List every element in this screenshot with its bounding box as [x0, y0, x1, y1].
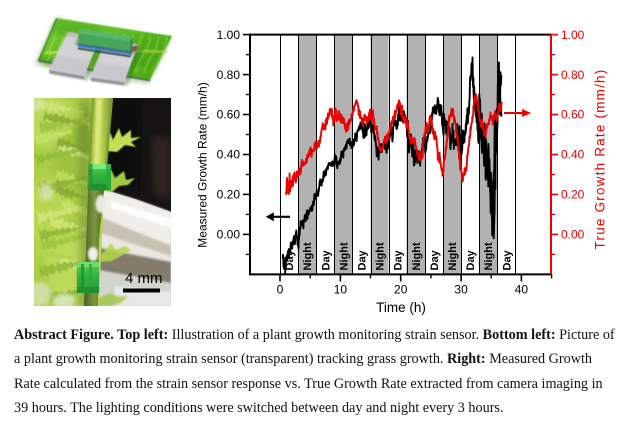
svg-text:4 mm: 4 mm [125, 270, 163, 287]
svg-text:Night: Night [483, 242, 495, 270]
svg-text:Day: Day [429, 249, 441, 270]
svg-text:30: 30 [454, 282, 468, 296]
svg-text:True Growth Rate (mm/h): True Growth Rate (mm/h) [593, 69, 608, 250]
svg-text:Day: Day [465, 249, 477, 270]
svg-text:0.20: 0.20 [217, 188, 241, 202]
svg-text:Night: Night [338, 242, 350, 270]
svg-text:Day: Day [501, 249, 513, 270]
svg-text:Night: Night [375, 242, 387, 270]
svg-text:0.80: 0.80 [561, 68, 585, 82]
svg-text:1.00: 1.00 [561, 28, 585, 42]
svg-text:Time (h): Time (h) [376, 300, 426, 315]
svg-text:0.60: 0.60 [561, 108, 585, 122]
svg-text:Measured Growth Rate (mm/h): Measured Growth Rate (mm/h) [196, 82, 210, 247]
svg-text:Day: Day [393, 249, 405, 270]
svg-text:Night: Night [411, 242, 423, 270]
svg-text:Day: Day [320, 249, 332, 270]
svg-text:0.40: 0.40 [561, 148, 585, 162]
svg-text:Night: Night [447, 242, 459, 270]
svg-text:Night: Night [302, 242, 314, 270]
svg-text:0.80: 0.80 [217, 68, 241, 82]
svg-text:0.00: 0.00 [561, 228, 585, 242]
svg-text:40: 40 [515, 282, 529, 296]
svg-text:0: 0 [277, 282, 284, 296]
svg-text:Day: Day [357, 249, 369, 270]
svg-text:1.00: 1.00 [217, 28, 241, 42]
svg-text:0.20: 0.20 [561, 188, 585, 202]
svg-text:0.40: 0.40 [217, 148, 241, 162]
svg-text:Day: Day [284, 249, 296, 270]
svg-text:0.00: 0.00 [217, 228, 241, 242]
svg-text:0.60: 0.60 [217, 108, 241, 122]
svg-text:10: 10 [334, 282, 348, 296]
svg-text:20: 20 [394, 282, 408, 296]
